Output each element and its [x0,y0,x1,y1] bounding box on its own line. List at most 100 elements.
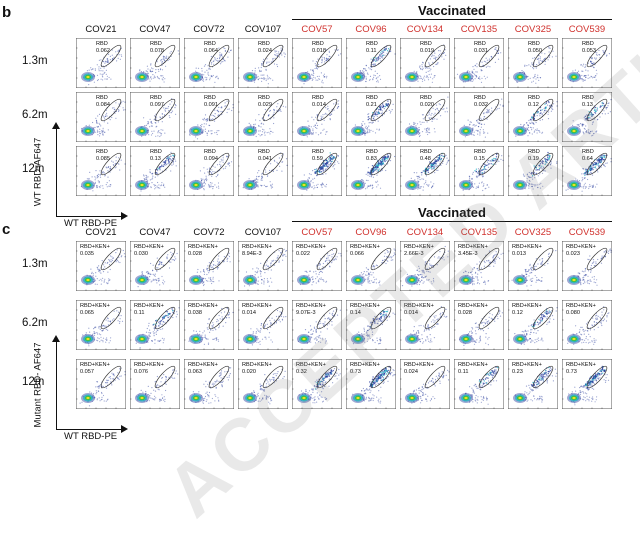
event-dot [151,78,152,79]
event-dot [102,133,103,134]
event-dot [362,125,363,126]
event-dot [101,74,102,75]
gated-event-dot [380,109,381,110]
event-dot [417,178,418,179]
event-dot [259,70,260,71]
gated-event-dot [322,167,323,168]
event-dot [585,64,586,65]
event-dot [209,185,210,186]
event-dot [162,61,163,62]
event-dot [528,125,529,126]
event-dot [310,133,311,134]
event-dot [421,174,422,175]
event-dot [156,282,157,283]
event-dot [156,271,157,272]
event-dot [427,121,428,122]
event-dot [109,180,110,181]
event-dot [116,160,117,161]
event-dot [211,62,212,63]
gated-event-dot [314,172,315,173]
event-dot [107,123,108,124]
event-dot [214,184,215,185]
event-dot [264,131,265,132]
event-dot [212,281,213,282]
event-dot [225,102,226,103]
event-dot [270,265,271,266]
event-dot [170,252,171,253]
event-dot [423,190,424,191]
event-dot [111,256,112,257]
event-dot [372,188,373,189]
event-dot [110,119,111,120]
event-dot [430,181,431,182]
event-dot [484,124,485,125]
event-dot [489,66,490,67]
event-dot [433,58,434,59]
event-dot [313,133,314,134]
gated-event-dot [375,111,376,112]
event-dot [107,272,108,273]
event-dot [311,117,312,118]
event-dot [487,133,488,134]
event-dot [481,78,482,79]
event-dot [316,128,317,129]
event-dot [146,175,147,176]
event-dot [266,78,267,79]
event-dot [534,76,535,77]
event-dot [585,70,586,71]
event-dot [367,131,368,132]
event-dot [99,135,100,136]
event-dot [162,75,163,76]
event-dot [382,57,383,58]
event-dot [92,68,93,69]
event-dot [257,182,258,183]
event-dot [441,56,442,57]
event-dot [363,71,364,72]
gated-event-dot [378,165,379,166]
event-dot [197,124,198,125]
event-dot [472,174,473,175]
event-dot [263,79,264,80]
event-dot [106,282,107,283]
event-dot [223,168,224,169]
gate-frequency-value: 0.097 [150,102,164,109]
density-core [194,76,197,78]
event-dot [479,131,480,132]
density-core [86,130,89,132]
density-core [410,184,413,186]
event-dot [388,251,389,252]
event-dot [151,280,152,281]
event-dot [323,184,324,185]
event-dot [365,188,366,189]
event-dot [501,99,502,100]
event-dot [169,267,170,268]
event-dot [123,109,124,110]
gated-event-dot [387,50,388,51]
event-dot [278,262,279,263]
event-dot [218,48,219,49]
event-dot [204,66,205,67]
gated-event-dot [381,51,382,52]
event-dot [112,55,113,56]
event-dot [318,265,319,266]
event-dot [496,50,497,51]
event-dot [338,106,339,107]
event-dot [197,272,198,273]
event-dot [323,75,324,76]
event-dot [326,114,327,115]
event-dot [427,134,428,135]
event-dot [448,160,449,161]
y-axis-label: WT RBD-AF647 [33,138,44,206]
density-core [572,76,575,78]
event-dot [99,131,100,132]
event-dot [201,124,202,125]
event-dot [486,111,487,112]
gated-event-dot [333,156,334,157]
column-header: COV539 [560,227,614,238]
event-dot [365,131,366,132]
event-dot [87,178,88,179]
gated-event-dot [387,158,388,159]
event-dot [104,78,105,79]
